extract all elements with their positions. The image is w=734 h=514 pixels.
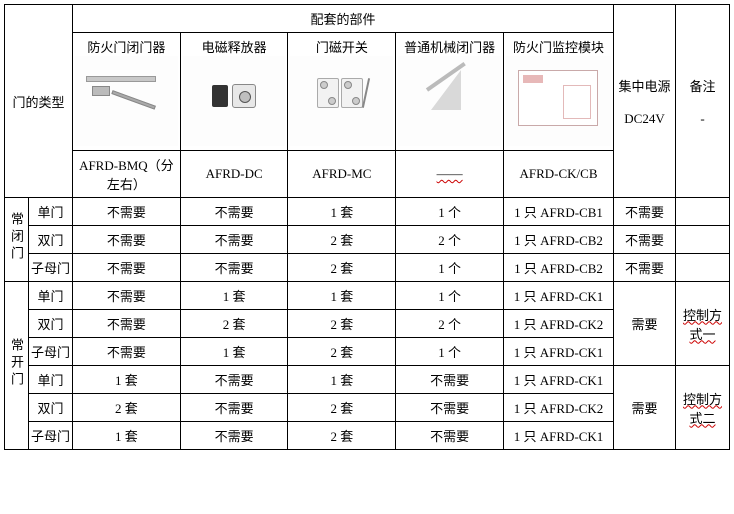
header-col-em: 电磁释放器 <box>180 33 288 151</box>
header-door-type-label: 门的类型 <box>13 95 65 110</box>
sub-label: 双门 <box>29 394 73 422</box>
cell: 2 个 <box>396 226 504 254</box>
cell: 不需要 <box>73 198 181 226</box>
header-col-closer: 防火门闭门器 <box>73 33 181 151</box>
table-row: 子母门 不需要 不需要 2 套 1 个 1 只 AFRD-CB2 不需要 <box>5 254 730 282</box>
sub-label: 双门 <box>29 226 73 254</box>
header-door-type: 门的类型 <box>5 5 73 198</box>
header-col-remark: 备注 - <box>676 5 730 198</box>
cell: 不需要 <box>614 254 676 282</box>
cell: 1 套 <box>73 366 181 394</box>
cell <box>676 226 730 254</box>
cell: 1 个 <box>396 282 504 310</box>
mech-image <box>398 56 501 146</box>
cell: 不需要 <box>180 422 288 450</box>
cell: 1 个 <box>396 198 504 226</box>
cell: 不需要 <box>396 422 504 450</box>
cell: 不需要 <box>614 226 676 254</box>
cell: 2 套 <box>288 226 396 254</box>
header-col-monitor: 防火门监控模块 <box>503 33 613 151</box>
cell: 1 只 AFRD-CK1 <box>503 338 613 366</box>
table-row: 单门 1 套 不需要 1 套 不需要 1 只 AFRD-CK1 需要 控制方式二 <box>5 366 730 394</box>
cell: 2 个 <box>396 310 504 338</box>
header-parts-group: 配套的部件 <box>73 5 614 33</box>
cell: 2 套 <box>73 394 181 422</box>
sub-label: 单门 <box>29 366 73 394</box>
cell: 1 只 AFRD-CK2 <box>503 394 613 422</box>
mag-image <box>290 56 393 146</box>
model-mech: —— <box>396 151 504 198</box>
cell: 需要 <box>614 366 676 450</box>
sub-label: 子母门 <box>29 338 73 366</box>
model-mag: AFRD-MC <box>288 151 396 198</box>
sub-label: 子母门 <box>29 254 73 282</box>
closer-image <box>75 56 178 146</box>
cell: 1 套 <box>73 422 181 450</box>
cell: 不需要 <box>180 226 288 254</box>
cell: 不需要 <box>180 366 288 394</box>
cell: 不需要 <box>73 310 181 338</box>
model-monitor: AFRD-CK/CB <box>503 151 613 198</box>
table-row: 双门 不需要 不需要 2 套 2 个 1 只 AFRD-CB2 不需要 <box>5 226 730 254</box>
cell: 1 个 <box>396 338 504 366</box>
sub-label: 子母门 <box>29 422 73 450</box>
cell <box>676 198 730 226</box>
cell: 2 套 <box>180 310 288 338</box>
cell <box>676 254 730 282</box>
header-col-power: 集中电源 DC24V <box>614 5 676 198</box>
sub-label: 单门 <box>29 282 73 310</box>
model-closer: AFRD-BMQ（分左右） <box>73 151 181 198</box>
cell: 1 只 AFRD-CK1 <box>503 366 613 394</box>
cell: 需要 <box>614 282 676 366</box>
cell: 不需要 <box>396 394 504 422</box>
cell: 1 套 <box>288 282 396 310</box>
group-closed: 常闭门 <box>5 198 29 282</box>
sub-label: 单门 <box>29 198 73 226</box>
cell: 不需要 <box>180 254 288 282</box>
table-row: 常闭门 单门 不需要 不需要 1 套 1 个 1 只 AFRD-CB1 不需要 <box>5 198 730 226</box>
cell: 1 只 AFRD-CK1 <box>503 282 613 310</box>
cell: 1 只 AFRD-CB1 <box>503 198 613 226</box>
table-row: 常开门 单门 不需要 1 套 1 套 1 个 1 只 AFRD-CK1 需要 控… <box>5 282 730 310</box>
model-em: AFRD-DC <box>180 151 288 198</box>
cell: 2 套 <box>288 422 396 450</box>
cell: 2 套 <box>288 394 396 422</box>
cell: 1 个 <box>396 254 504 282</box>
cell-remark: 控制方式一 <box>676 282 730 366</box>
group-open: 常开门 <box>5 282 29 450</box>
cell: 不需要 <box>73 226 181 254</box>
monitor-image <box>506 56 611 146</box>
cell: 1 只 AFRD-CK1 <box>503 422 613 450</box>
header-col-mag: 门磁开关 <box>288 33 396 151</box>
cell: 不需要 <box>396 366 504 394</box>
cell: 2 套 <box>288 338 396 366</box>
cell: 1 只 AFRD-CB2 <box>503 254 613 282</box>
cell: 不需要 <box>73 254 181 282</box>
cell: 不需要 <box>614 198 676 226</box>
cell: 不需要 <box>73 282 181 310</box>
cell: 不需要 <box>180 394 288 422</box>
cell-remark: 控制方式二 <box>676 366 730 450</box>
cell: 1 套 <box>180 282 288 310</box>
sub-label: 双门 <box>29 310 73 338</box>
cell: 1 套 <box>288 366 396 394</box>
cell: 不需要 <box>73 338 181 366</box>
cell: 1 只 AFRD-CB2 <box>503 226 613 254</box>
header-parts-group-label: 配套的部件 <box>311 12 376 27</box>
cell: 2 套 <box>288 254 396 282</box>
cell: 不需要 <box>180 198 288 226</box>
cell: 1 只 AFRD-CK2 <box>503 310 613 338</box>
cell: 2 套 <box>288 310 396 338</box>
em-image <box>183 56 286 146</box>
cell: 1 套 <box>288 198 396 226</box>
cell: 1 套 <box>180 338 288 366</box>
header-col-mech: 普通机械闭门器 <box>396 33 504 151</box>
